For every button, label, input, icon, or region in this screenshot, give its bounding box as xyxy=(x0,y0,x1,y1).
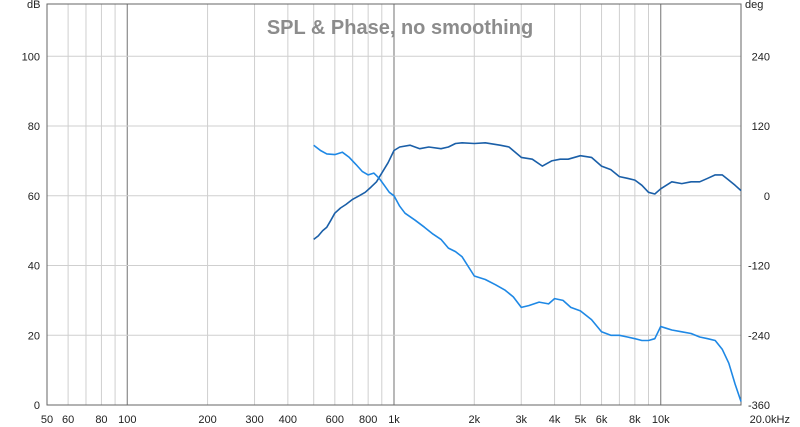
plot-frame xyxy=(46,3,742,406)
right-tick-label: -240 xyxy=(748,330,770,342)
x-tick-label: 5k xyxy=(575,414,587,426)
series-layer xyxy=(313,142,742,402)
left-axis-unit: dB xyxy=(27,0,40,11)
series-line-1 xyxy=(313,142,742,241)
right-tick-label: -360 xyxy=(748,400,770,412)
x-tick-label: 50 xyxy=(41,414,53,426)
right-tick-label: 0 xyxy=(764,191,770,203)
right-axis-unit: deg xyxy=(745,0,763,11)
x-tick-label: 4k xyxy=(549,414,561,426)
x-tick-label: 8k xyxy=(629,414,641,426)
x-tick-label: 400 xyxy=(279,414,297,426)
left-tick-label: 100 xyxy=(22,51,40,63)
left-tick-label: 60 xyxy=(28,191,40,203)
x-tick-label: 60 xyxy=(62,414,74,426)
x-tick-labels: 50 60 80 100 200 300 400 600 800 1k 2k 3k 4k 5k 6k 8k 10… xyxy=(41,414,790,426)
x-tick-label: 200 xyxy=(198,414,216,426)
x-tick-label: 80 xyxy=(95,414,107,426)
left-tick-label: 80 xyxy=(28,121,40,133)
x-tick-label: 2k xyxy=(468,414,480,426)
x-tick-label: 600 xyxy=(326,414,344,426)
x-tick-label: 1k xyxy=(388,414,400,426)
x-tick-label: 100 xyxy=(118,414,136,426)
x-tick-label: 3k xyxy=(515,414,527,426)
x-tick-label: 10k xyxy=(652,414,670,426)
right-tick-label: 120 xyxy=(752,121,770,133)
series-line-2 xyxy=(313,144,742,402)
right-tick-label: 240 xyxy=(752,51,770,63)
left-tick-label: 0 xyxy=(34,400,40,412)
x-tick-label: 300 xyxy=(245,414,263,426)
left-tick-labels: 0 20 40 60 80 100 xyxy=(22,51,40,412)
grid xyxy=(47,4,741,406)
left-tick-label: 40 xyxy=(28,261,40,273)
x-tick-label: 800 xyxy=(359,414,377,426)
right-tick-label: -120 xyxy=(748,261,770,273)
right-tick-labels: -360 -240 -120 0 120 240 xyxy=(748,51,770,412)
chart-title: SPL & Phase, no smoothing xyxy=(267,17,533,39)
x-tick-label: 20.0kHz xyxy=(750,414,790,426)
left-tick-label: 20 xyxy=(28,330,40,342)
x-tick-label: 6k xyxy=(596,414,608,426)
